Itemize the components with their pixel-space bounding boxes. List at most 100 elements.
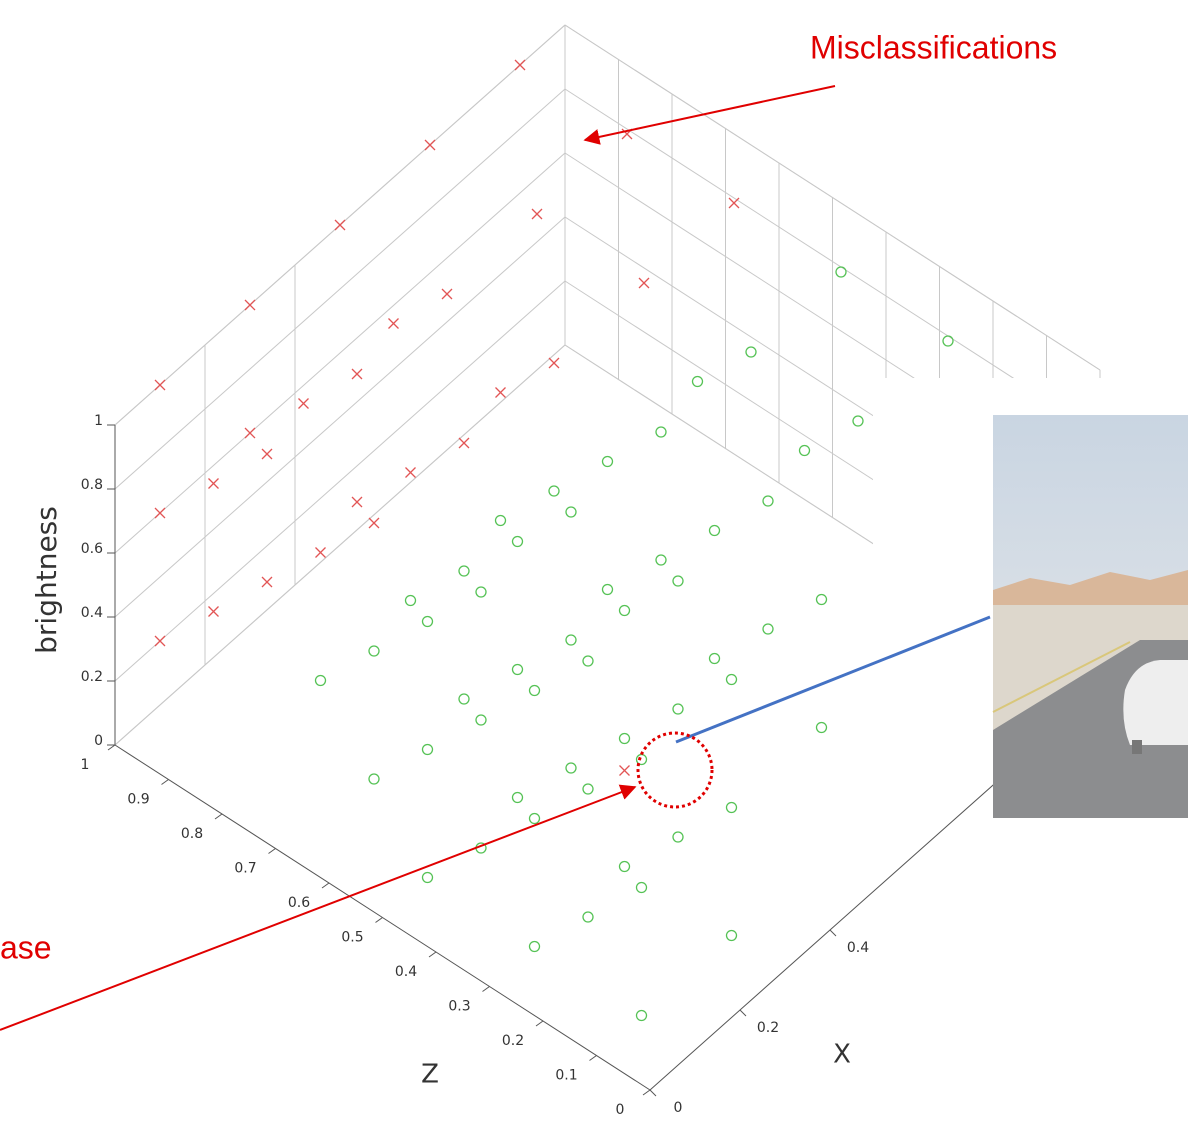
axis-label: Z bbox=[421, 1060, 439, 1090]
point bbox=[656, 427, 666, 437]
tick-mark bbox=[643, 1090, 650, 1095]
z-tick-label: 0.8 bbox=[181, 826, 203, 842]
tick-mark bbox=[536, 1021, 543, 1026]
axis-label: X bbox=[833, 1040, 851, 1070]
grid-line bbox=[115, 281, 565, 681]
point bbox=[476, 587, 486, 597]
point bbox=[566, 507, 576, 517]
point bbox=[389, 319, 399, 329]
page: {"chart_data":{"type":"scatter3d", "xlab… bbox=[0, 0, 1188, 1125]
point bbox=[603, 457, 613, 467]
x-tick-label: 0.4 bbox=[847, 940, 869, 956]
point bbox=[352, 497, 362, 507]
point bbox=[729, 198, 739, 208]
point bbox=[515, 60, 525, 70]
z-tick-label: 0.1 bbox=[555, 1068, 577, 1084]
point bbox=[423, 873, 433, 883]
point bbox=[155, 508, 165, 518]
point bbox=[566, 635, 576, 645]
point bbox=[583, 784, 593, 794]
axis-label: brightness bbox=[30, 506, 63, 654]
point bbox=[637, 1011, 647, 1021]
arrow bbox=[0, 787, 635, 1030]
point bbox=[262, 449, 272, 459]
tick-mark bbox=[108, 745, 115, 750]
y-tick-label: 0.4 bbox=[81, 605, 103, 621]
point bbox=[836, 267, 846, 277]
point bbox=[423, 617, 433, 627]
point bbox=[583, 912, 593, 922]
photo bbox=[993, 415, 1188, 818]
point bbox=[620, 766, 630, 776]
point bbox=[817, 595, 827, 605]
point bbox=[710, 654, 720, 664]
tick-mark bbox=[650, 1090, 656, 1096]
point bbox=[566, 763, 576, 773]
tick-mark bbox=[590, 1056, 597, 1061]
point bbox=[943, 336, 953, 346]
x-tick-label: 0.2 bbox=[757, 1020, 779, 1036]
point bbox=[459, 694, 469, 704]
point bbox=[209, 479, 219, 489]
point bbox=[530, 686, 540, 696]
point bbox=[727, 675, 737, 685]
point bbox=[603, 585, 613, 595]
point bbox=[727, 803, 737, 813]
grid-line bbox=[115, 89, 565, 489]
tick-mark bbox=[162, 780, 169, 785]
highlight-circle bbox=[638, 733, 712, 807]
point bbox=[513, 537, 523, 547]
z-tick-label: 0.2 bbox=[502, 1033, 524, 1049]
point bbox=[335, 220, 345, 230]
point bbox=[817, 723, 827, 733]
point bbox=[530, 942, 540, 952]
point bbox=[352, 369, 362, 379]
point bbox=[656, 555, 666, 565]
point bbox=[763, 624, 773, 634]
z-tick-label: 0.5 bbox=[341, 930, 363, 946]
y-tick-label: 0 bbox=[94, 733, 103, 749]
y-tick-label: 0.8 bbox=[81, 477, 103, 493]
z-tick-label: 0.3 bbox=[448, 999, 470, 1015]
grid-line bbox=[115, 345, 565, 745]
x-tick-label: 0 bbox=[674, 1100, 683, 1116]
point bbox=[853, 416, 863, 426]
point bbox=[620, 734, 630, 744]
point bbox=[800, 446, 810, 456]
y-tick-label: 0.6 bbox=[81, 541, 103, 557]
point bbox=[209, 607, 219, 617]
point bbox=[673, 704, 683, 714]
point bbox=[727, 931, 737, 941]
point bbox=[406, 596, 416, 606]
point bbox=[423, 745, 433, 755]
point bbox=[620, 862, 630, 872]
z-tick-label: 0.9 bbox=[127, 792, 149, 808]
point bbox=[459, 566, 469, 576]
point bbox=[620, 606, 630, 616]
grid-line bbox=[115, 217, 565, 617]
point bbox=[673, 576, 683, 586]
point bbox=[673, 832, 683, 842]
point bbox=[316, 676, 326, 686]
point bbox=[406, 468, 416, 478]
point bbox=[245, 300, 255, 310]
tick-mark bbox=[483, 987, 490, 992]
tick-mark bbox=[830, 930, 836, 936]
point bbox=[746, 347, 756, 357]
point bbox=[637, 883, 647, 893]
tick-mark bbox=[215, 814, 222, 819]
point bbox=[155, 636, 165, 646]
grid-line bbox=[115, 153, 565, 553]
point bbox=[262, 577, 272, 587]
point bbox=[639, 278, 649, 288]
annotation: ase bbox=[0, 929, 52, 965]
arrow bbox=[585, 86, 835, 140]
point bbox=[476, 715, 486, 725]
point bbox=[530, 814, 540, 824]
point bbox=[459, 438, 469, 448]
point bbox=[710, 526, 720, 536]
point bbox=[496, 516, 506, 526]
point bbox=[442, 289, 452, 299]
point bbox=[763, 496, 773, 506]
point bbox=[299, 399, 309, 409]
